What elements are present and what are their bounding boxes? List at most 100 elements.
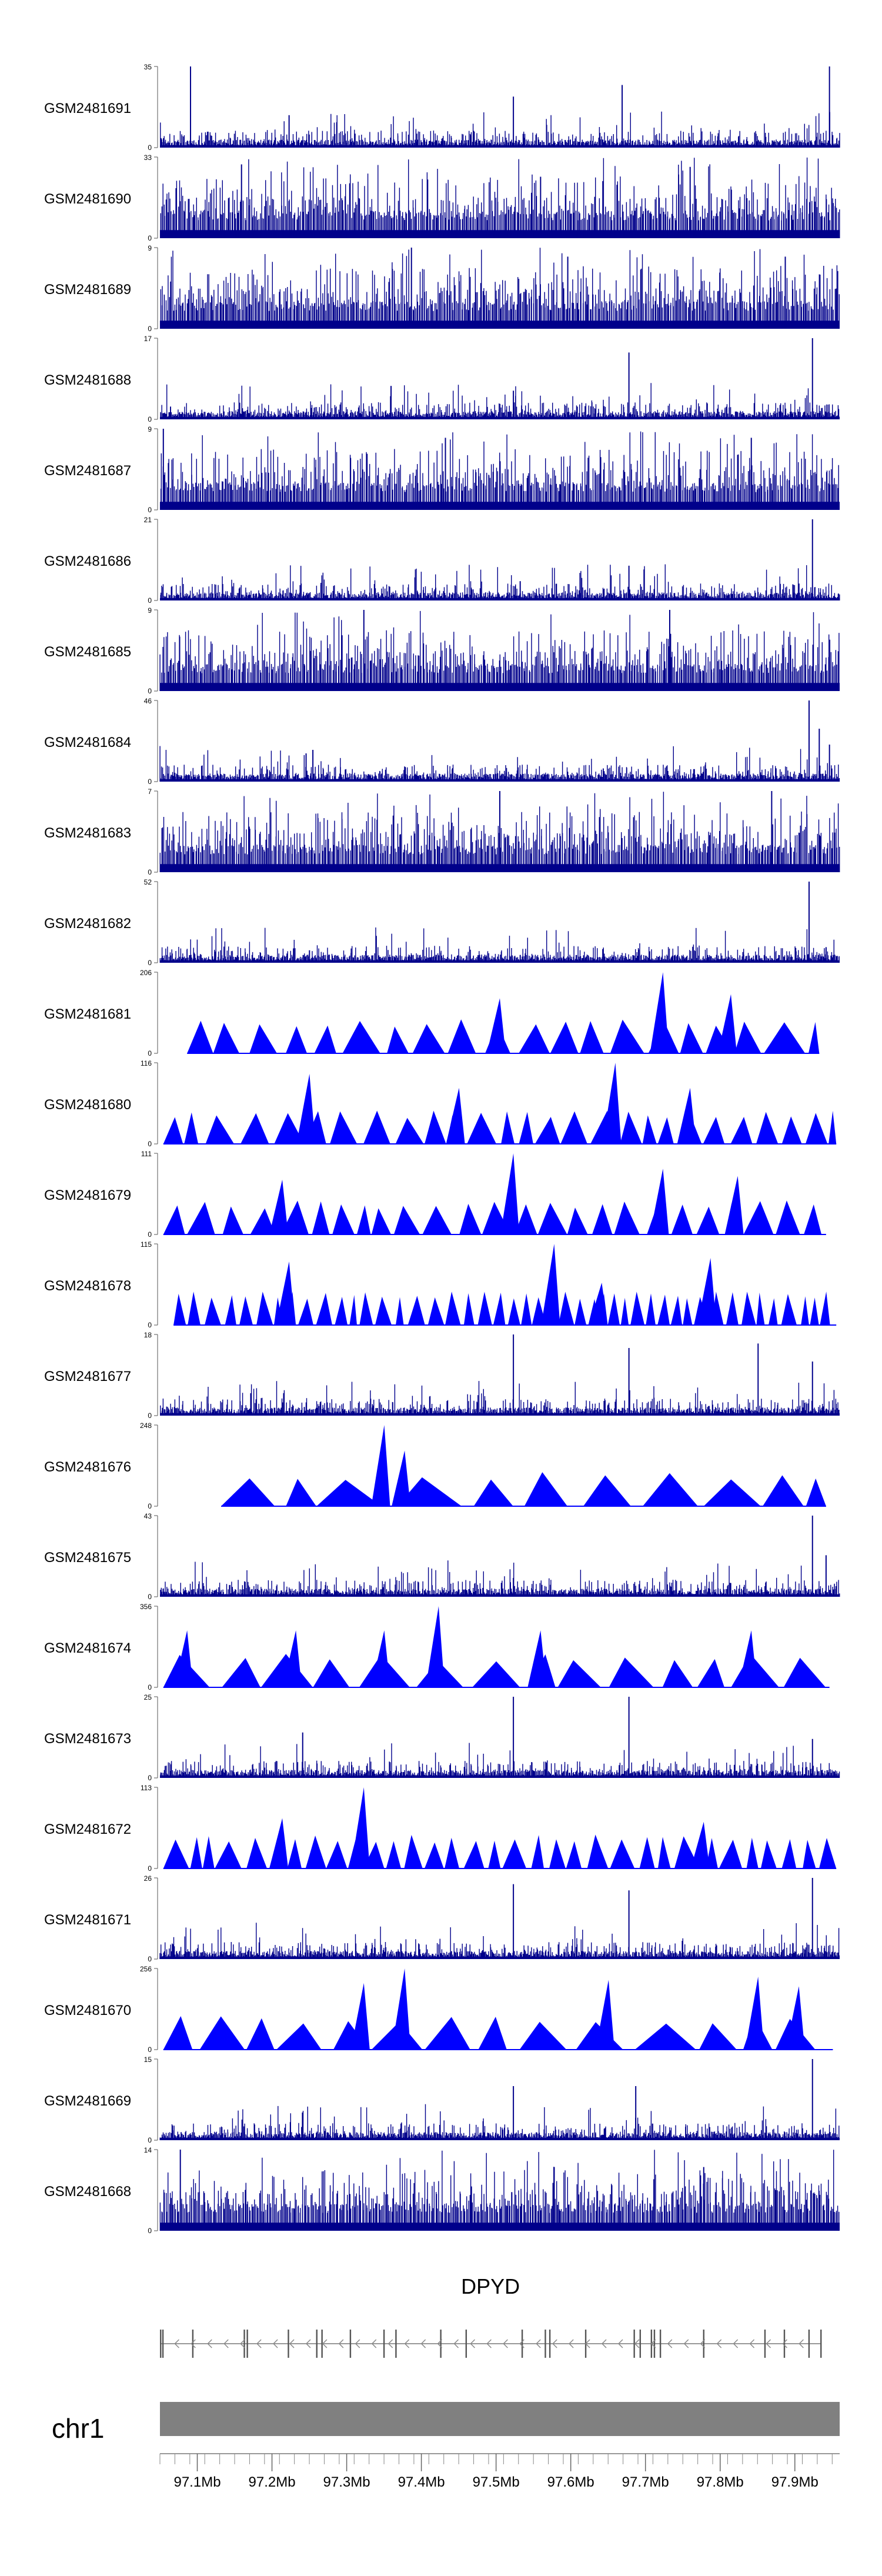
coverage-triangles <box>163 1834 837 1868</box>
track-GSM2481687: GSM2481687 9 0 <box>44 425 840 514</box>
sample-label: GSM2481685 <box>44 644 131 660</box>
strand-arrow <box>420 2339 426 2348</box>
y-axis-max-label: 356 <box>140 1603 152 1611</box>
coverage-peak <box>690 1821 710 1868</box>
strand-arrow <box>470 2339 475 2348</box>
signal-bars <box>160 248 840 329</box>
strand-arrow <box>223 2339 229 2348</box>
coverage-peak <box>745 1977 764 2050</box>
strand-arrow <box>191 2339 196 2348</box>
y-axis-max-label: 256 <box>140 1965 152 1973</box>
axis-tick-label: 97.7Mb <box>622 2474 669 2490</box>
strand-arrow <box>667 2339 673 2348</box>
track-GSM2481669: GSM2481669 15 0 <box>44 2056 840 2144</box>
sample-label: GSM2481675 <box>44 1550 131 1566</box>
track-GSM2481685: GSM2481685 9 0 <box>44 606 840 695</box>
strand-arrow <box>207 2339 212 2348</box>
strand-arrow <box>371 2339 377 2348</box>
axis-tick-label: 97.8Mb <box>697 2474 744 2490</box>
coverage-peak <box>350 1787 370 1868</box>
y-axis-min-label: 0 <box>148 1593 152 1601</box>
y-axis-max-label: 52 <box>144 878 152 886</box>
signal-baseline <box>160 960 840 963</box>
exon-mark <box>764 2330 766 2358</box>
strand-arrow <box>733 2339 739 2348</box>
coverage-peak <box>602 1063 622 1144</box>
strand-arrow <box>453 2339 459 2348</box>
coverage-peak <box>269 1818 289 1868</box>
coverage-peak <box>174 1630 193 1687</box>
axis-tick-label: 97.4Mb <box>398 2474 445 2490</box>
y-axis-min-label: 0 <box>148 1412 152 1420</box>
strand-arrow <box>650 2339 656 2348</box>
exon-mark <box>703 2330 704 2358</box>
exon-mark <box>192 2330 194 2358</box>
coverage-peak <box>527 1630 547 1687</box>
exon-mark <box>316 2330 318 2358</box>
y-axis-min-label: 0 <box>148 596 152 605</box>
exon-mark <box>383 2330 385 2358</box>
sample-label: GSM2481678 <box>44 1278 131 1294</box>
exon-mark <box>160 2330 162 2358</box>
track-GSM2481680: GSM2481680 116 0 <box>44 1059 837 1148</box>
strand-arrow <box>273 2339 278 2348</box>
signal-bars <box>159 1923 840 1959</box>
strand-arrow <box>617 2339 623 2348</box>
sample-label: GSM2481681 <box>44 1006 131 1022</box>
y-axis-max-label: 248 <box>140 1422 152 1430</box>
y-axis-min-label: 0 <box>148 1502 152 1510</box>
signal-bars <box>160 1381 840 1416</box>
y-axis-max-label: 115 <box>141 1240 152 1249</box>
gene-track: DPYD <box>160 2274 822 2358</box>
coverage-peak <box>425 1606 445 1687</box>
exon-mark <box>544 2330 546 2358</box>
coverage-peak <box>786 1986 805 2050</box>
y-axis-min-label: 0 <box>148 778 152 786</box>
y-axis-min-label: 0 <box>148 1683 152 1691</box>
signal-bars <box>160 1560 840 1597</box>
track-GSM2481691: GSM2481691 35 0 <box>44 63 840 152</box>
track-GSM2481677: GSM2481677 18 0 <box>44 1331 840 1420</box>
coverage-peak <box>738 1630 757 1687</box>
y-axis-max-label: 43 <box>144 1512 152 1520</box>
strand-arrow <box>634 2339 640 2348</box>
y-axis-max-label: 46 <box>144 697 152 705</box>
genome-axis: 97.1Mb 97.2Mb 97.3Mb 97.4Mb 97.5Mb 97.6Mb 97.7… <box>159 2453 840 2490</box>
coverage-peak <box>392 1968 411 2050</box>
y-axis-max-label: 25 <box>144 1693 152 1701</box>
track-GSM2481679: GSM2481679 111 0 <box>44 1150 826 1239</box>
strand-arrow <box>552 2339 557 2348</box>
y-axis-min-label: 0 <box>148 325 152 333</box>
track-GSM2481670: GSM2481670 256 0 <box>44 1965 833 2054</box>
coverage-peak <box>276 1262 295 1325</box>
signal-bars <box>160 1743 840 1778</box>
signal-bars <box>160 157 840 238</box>
strand-arrow <box>716 2339 722 2348</box>
exon-mark <box>639 2330 642 2358</box>
sample-label: GSM2481690 <box>44 191 131 207</box>
sample-label: GSM2481686 <box>44 553 131 569</box>
sample-label: GSM2481680 <box>44 1097 131 1113</box>
y-axis-max-label: 33 <box>144 154 152 162</box>
coverage-triangles <box>163 1200 822 1234</box>
strand-arrow <box>174 2339 179 2348</box>
exon-mark <box>783 2330 786 2358</box>
coverage-peak <box>718 994 737 1053</box>
track-GSM2481668: GSM2481668 14 0 <box>44 2146 840 2235</box>
track-GSM2481672: GSM2481672 113 0 <box>44 1784 837 1873</box>
strand-arrow <box>387 2339 393 2348</box>
coverage-triangles <box>163 1110 837 1144</box>
coverage-peak <box>296 1074 316 1144</box>
coverage-peak <box>595 1980 614 2050</box>
coverage-triangles <box>163 1654 826 1687</box>
y-axis-max-label: 9 <box>148 244 152 252</box>
exon-mark <box>653 2330 656 2358</box>
signal-bars <box>159 2104 840 2140</box>
exon-mark <box>521 2330 523 2358</box>
strand-arrow <box>799 2339 804 2348</box>
coverage-peak <box>371 1630 390 1687</box>
track-GSM2481682: GSM2481682 52 0 <box>44 878 840 967</box>
strand-arrow <box>585 2339 590 2348</box>
signal-bars <box>159 927 840 963</box>
coverage-triangles <box>221 1472 826 1506</box>
